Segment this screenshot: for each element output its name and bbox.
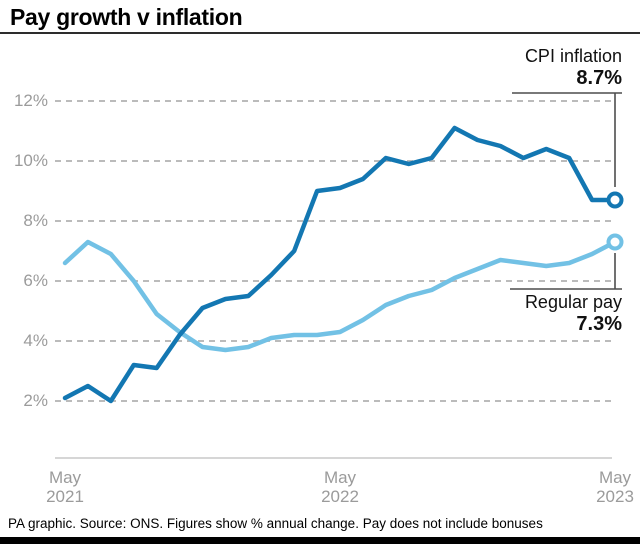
cpi-inflation-annotation: CPI inflation 8.7% (525, 45, 622, 89)
source-note: PA graphic. Source: ONS. Figures show % … (8, 516, 543, 531)
title-divider (0, 32, 640, 34)
cpi-inflation-label: CPI inflation (524, 46, 622, 66)
cpi-inflation-value: 8.7% (576, 67, 622, 89)
regular-pay-annotation: Regular pay 7.3% (525, 291, 622, 335)
bottom-bar (0, 537, 640, 544)
regular-pay-label: Regular pay (524, 292, 622, 312)
page-title: Pay growth v inflation (10, 4, 243, 30)
regular-pay-value: 7.3% (576, 313, 622, 335)
